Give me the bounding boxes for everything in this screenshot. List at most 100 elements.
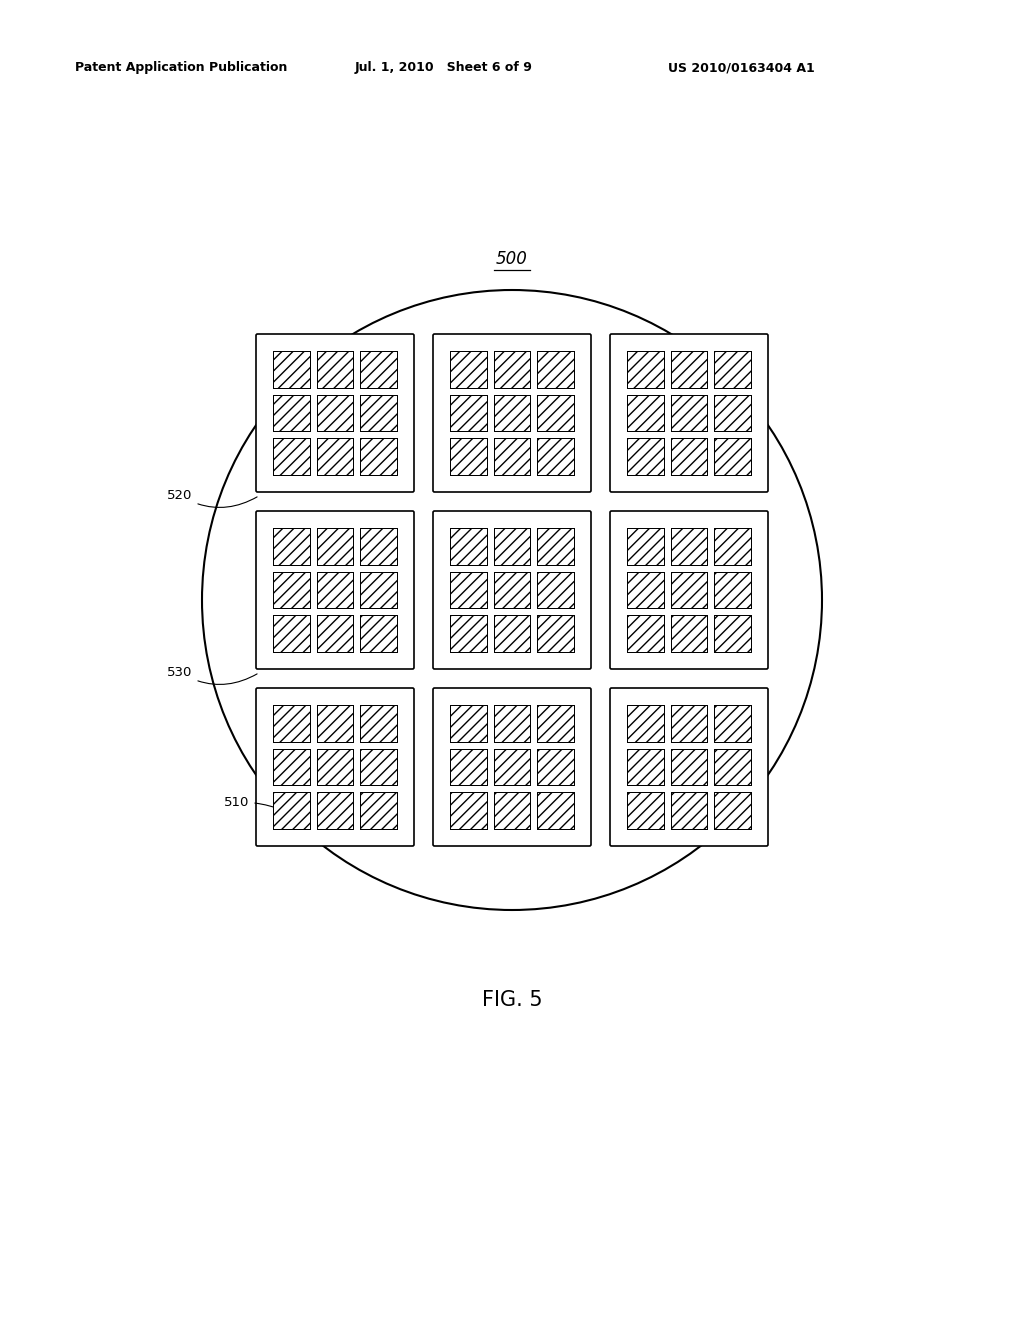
Bar [273, 351, 310, 388]
Text: Jul. 1, 2010   Sheet 6 of 9: Jul. 1, 2010 Sheet 6 of 9 [355, 62, 532, 74]
Bar [627, 572, 664, 609]
Bar [450, 705, 486, 742]
Bar [627, 351, 664, 388]
Bar [494, 351, 530, 388]
Bar [494, 792, 530, 829]
Bar [627, 748, 664, 785]
Bar [714, 792, 751, 829]
Bar [714, 792, 751, 829]
Bar [316, 705, 353, 742]
Text: Patent Application Publication: Patent Application Publication [75, 62, 288, 74]
Bar [538, 792, 574, 829]
Bar [273, 351, 310, 388]
Bar [671, 395, 708, 432]
Bar [671, 572, 708, 609]
Bar [627, 351, 664, 388]
Bar [627, 705, 664, 742]
Bar [714, 528, 751, 565]
FancyBboxPatch shape [256, 511, 414, 669]
Bar [360, 792, 397, 829]
Bar [714, 792, 751, 829]
Bar [273, 351, 310, 388]
Bar [627, 438, 664, 475]
Bar [273, 705, 310, 742]
Bar [450, 528, 486, 565]
Bar [360, 438, 397, 475]
Bar [450, 572, 486, 609]
Bar [360, 792, 397, 829]
Bar [714, 351, 751, 388]
Bar [273, 528, 310, 565]
Bar [316, 748, 353, 785]
Bar [494, 748, 530, 785]
Bar [273, 438, 310, 475]
Bar [450, 438, 486, 475]
Bar [450, 351, 486, 388]
Bar [273, 528, 310, 565]
Bar [538, 351, 574, 388]
Bar [538, 748, 574, 785]
Bar [273, 792, 310, 829]
Bar [627, 438, 664, 475]
Bar [316, 792, 353, 829]
Bar [494, 572, 530, 609]
Bar [494, 395, 530, 432]
Bar [273, 705, 310, 742]
Bar [450, 438, 486, 475]
Bar [273, 615, 310, 652]
Bar [450, 748, 486, 785]
Bar [273, 615, 310, 652]
Bar [627, 572, 664, 609]
Bar [316, 615, 353, 652]
Bar [494, 615, 530, 652]
Bar [450, 615, 486, 652]
Bar [494, 615, 530, 652]
Bar [494, 438, 530, 475]
Bar [360, 615, 397, 652]
Bar [494, 572, 530, 609]
Bar [494, 792, 530, 829]
Bar [316, 748, 353, 785]
Bar [360, 395, 397, 432]
Bar [671, 705, 708, 742]
Bar [538, 395, 574, 432]
Bar [671, 705, 708, 742]
Text: 510: 510 [224, 796, 307, 826]
Bar [360, 705, 397, 742]
Bar [360, 748, 397, 785]
Bar [627, 528, 664, 565]
Bar [538, 528, 574, 565]
Bar [627, 528, 664, 565]
Text: FIG. 5: FIG. 5 [481, 990, 543, 1010]
Bar [627, 528, 664, 565]
Bar [627, 705, 664, 742]
Text: 520: 520 [167, 488, 257, 507]
Bar [671, 528, 708, 565]
Bar [316, 351, 353, 388]
Bar [450, 395, 486, 432]
Bar [627, 792, 664, 829]
Bar [360, 438, 397, 475]
Bar [450, 615, 486, 652]
FancyBboxPatch shape [256, 688, 414, 846]
Bar [273, 528, 310, 565]
Bar [538, 572, 574, 609]
Bar [627, 395, 664, 432]
Bar [671, 351, 708, 388]
Bar [494, 615, 530, 652]
Bar [450, 528, 486, 565]
Bar [714, 705, 751, 742]
Bar [494, 705, 530, 742]
Bar [450, 792, 486, 829]
Bar [273, 395, 310, 432]
Bar [450, 572, 486, 609]
Bar [714, 748, 751, 785]
Bar [714, 748, 751, 785]
Bar [714, 395, 751, 432]
Bar [360, 748, 397, 785]
Bar [316, 438, 353, 475]
Bar [316, 528, 353, 565]
Bar [360, 351, 397, 388]
Bar [538, 705, 574, 742]
Bar [671, 748, 708, 785]
